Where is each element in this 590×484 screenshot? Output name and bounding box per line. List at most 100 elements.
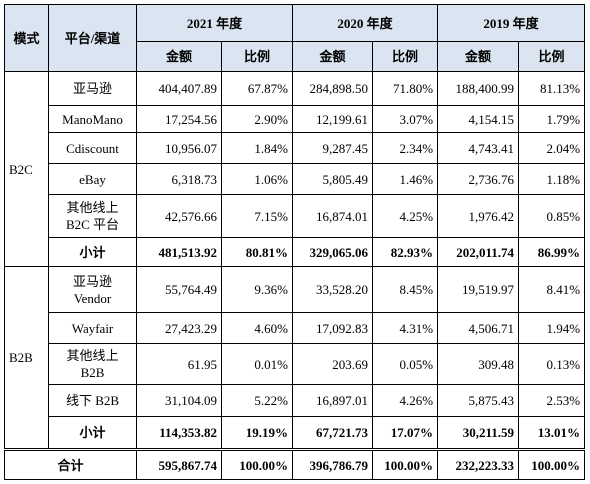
value-cell: 17.07%	[372, 416, 439, 450]
value-cell: 396,786.79	[292, 448, 374, 480]
value-cell: 16,874.01	[292, 194, 374, 238]
value-cell: 2.90%	[220, 105, 294, 133]
value-cell: 2,736.76	[437, 163, 520, 195]
mode-cell: B2B	[4, 266, 49, 450]
value-cell: 19,519.97	[437, 266, 520, 313]
mode-cell: B2C	[4, 71, 49, 267]
header-row: 金额 比例 金额 比例 金额 比例	[5, 41, 586, 72]
value-cell: 5.22%	[220, 384, 294, 417]
data-row: ManoMano 17,254.56 2.90% 12,199.61 3.07% 4,15…	[5, 105, 586, 133]
value-cell: 2.53%	[518, 384, 586, 417]
value-cell: 16,897.01	[292, 384, 374, 417]
data-row: Cdiscount 10,956.07 1.84% 9,287.45 2.34% 4,74…	[5, 132, 586, 164]
header-cell: 金额	[292, 41, 374, 72]
value-cell: 114,353.82	[136, 416, 222, 450]
platform-cell: 线下 B2B	[48, 384, 137, 417]
value-cell: 481,513.92	[136, 237, 222, 267]
value-cell: 86.99%	[518, 237, 586, 267]
value-cell: 55,764.49	[136, 266, 222, 313]
value-cell: 0.13%	[518, 343, 586, 385]
value-cell: 284,898.50	[292, 71, 374, 106]
value-cell: 188,400.99	[437, 71, 520, 106]
subtotal-row: 小计 114,353.82 19.19% 67,721.73 17.07% 30,211.…	[5, 416, 586, 450]
value-cell: 203.69	[292, 343, 374, 385]
value-cell: 80.81%	[220, 237, 294, 267]
value-cell: 2.04%	[518, 132, 586, 164]
data-row: Wayfair 27,423.29 4.60% 17,092.83 4.31% 4,506…	[5, 312, 586, 344]
data-row: 其他线上 B2C 平台 42,576.66 7.15% 16,874.01 4.25% 1…	[5, 194, 586, 238]
data-table: 模式 平台/渠道 2021 年度 2020 年度 2019 年度 金额 比例 金…	[4, 4, 586, 480]
value-cell: 5,805.49	[292, 163, 374, 195]
value-cell: 4.60%	[220, 312, 294, 344]
value-cell: 17,092.83	[292, 312, 374, 344]
data-row: 其他线上 B2B 61.95 0.01% 203.69 0.05% 309.48 0.13%	[5, 343, 586, 385]
value-cell: 309.48	[437, 343, 520, 385]
platform-cell: ManoMano	[48, 105, 137, 133]
value-cell: 1.06%	[220, 163, 294, 195]
data-row: B2B 亚马逊 Vendor 55,764.49 9.36% 33,528.20 8.45…	[4, 266, 586, 450]
value-cell: 9.36%	[220, 266, 294, 313]
platform-cell: 其他线上 B2B	[48, 343, 137, 385]
value-cell: 3.07%	[372, 105, 439, 133]
header-cell: 模式	[4, 4, 49, 72]
value-cell: 0.85%	[518, 194, 586, 238]
platform-cell: 其他线上 B2C 平台	[48, 194, 137, 238]
value-cell: 1.18%	[518, 163, 586, 195]
platform-cell: eBay	[48, 163, 137, 195]
value-cell: 5,875.43	[437, 384, 520, 417]
value-cell: 8.41%	[518, 266, 586, 313]
header-cell: 金额	[136, 41, 222, 72]
value-cell: 595,867.74	[136, 448, 222, 480]
value-cell: 67.87%	[220, 71, 294, 106]
value-cell: 0.05%	[372, 343, 439, 385]
value-cell: 12,199.61	[292, 105, 374, 133]
value-cell: 10,956.07	[136, 132, 222, 164]
value-cell: 42,576.66	[136, 194, 222, 238]
header-row: 模式 平台/渠道 2021 年度 2020 年度 2019 年度	[4, 4, 586, 72]
value-cell: 61.95	[136, 343, 222, 385]
header-cell: 比例	[372, 41, 439, 72]
value-cell: 67,721.73	[292, 416, 374, 450]
value-cell: 202,011.74	[437, 237, 520, 267]
value-cell: 31,104.09	[136, 384, 222, 417]
data-row: eBay 6,318.73 1.06% 5,805.49 1.46% 2,736.76 1.…	[5, 163, 586, 195]
header-cell: 2021 年度	[135, 4, 294, 42]
header-cell: 2020 年度	[292, 4, 439, 42]
data-row: 线下 B2B 31,104.09 5.22% 16,897.01 4.26% 5,875.…	[5, 384, 586, 417]
value-cell: 71.80%	[372, 71, 439, 106]
total-label: 合计	[4, 448, 137, 480]
platform-cell: Cdiscount	[48, 132, 137, 164]
header-cell: 平台/渠道	[48, 4, 137, 72]
value-cell: 13.01%	[518, 416, 586, 450]
header-cell: 2019 年度	[437, 4, 586, 42]
value-cell: 2.34%	[372, 132, 439, 164]
value-cell: 1.79%	[518, 105, 586, 133]
subtotal-label: 小计	[48, 237, 137, 267]
subtotal-row: 小计 481,513.92 80.81% 329,065.06 82.93% 202,01…	[5, 237, 586, 267]
data-row: B2C 亚马逊 404,407.89 67.87% 284,898.50 71.80% 18…	[4, 71, 586, 267]
value-cell: 82.93%	[372, 237, 439, 267]
value-cell: 404,407.89	[136, 71, 222, 106]
header-cell: 比例	[518, 41, 586, 72]
platform-cell: Wayfair	[48, 312, 137, 344]
header-cell: 比例	[220, 41, 294, 72]
value-cell: 1,976.42	[437, 194, 520, 238]
value-cell: 27,423.29	[136, 312, 222, 344]
value-cell: 9,287.45	[292, 132, 374, 164]
total-row: 合计 595,867.74 100.00% 396,786.79 100.00% 232,…	[4, 448, 586, 480]
value-cell: 100.00%	[518, 448, 586, 480]
platform-cell: 亚马逊 Vendor	[48, 266, 137, 313]
value-cell: 4,154.15	[437, 105, 520, 133]
value-cell: 8.45%	[372, 266, 439, 313]
value-cell: 4.25%	[372, 194, 439, 238]
platform-cell: 亚马逊	[48, 71, 137, 106]
value-cell: 4,506.71	[437, 312, 520, 344]
value-cell: 1.94%	[518, 312, 586, 344]
value-cell: 19.19%	[220, 416, 294, 450]
value-cell: 4.31%	[372, 312, 439, 344]
value-cell: 232,223.33	[437, 448, 520, 480]
value-cell: 0.01%	[220, 343, 294, 385]
value-cell: 6,318.73	[136, 163, 222, 195]
value-cell: 4.26%	[372, 384, 439, 417]
